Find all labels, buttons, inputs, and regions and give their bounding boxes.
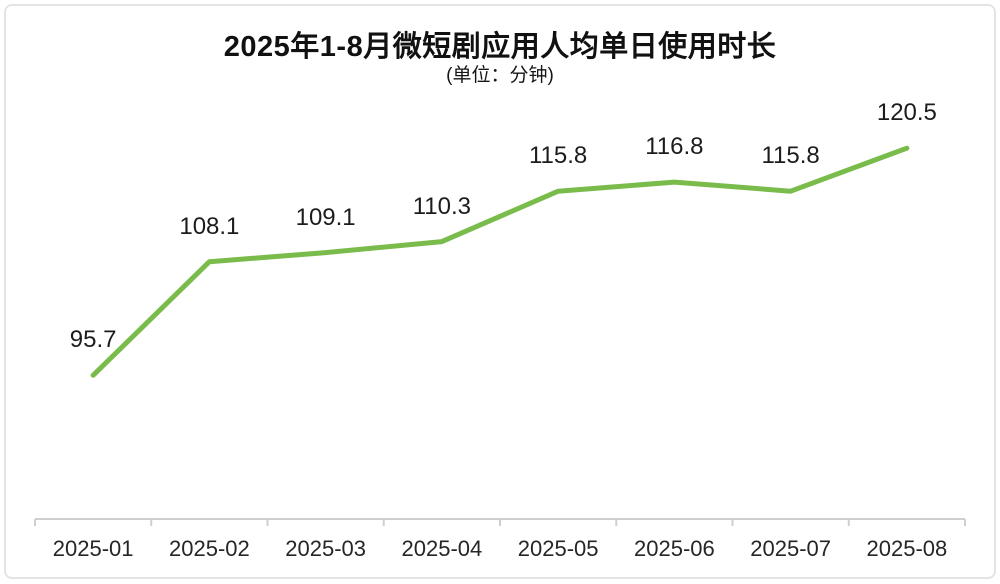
data-point-label: 115.8: [528, 142, 588, 170]
chart-title: 2025年1-8月微短剧应用人均单日使用时长: [223, 31, 777, 63]
x-axis-tick-label: 2025-06: [634, 536, 715, 561]
x-axis-tick-label: 2025-01: [52, 536, 134, 561]
data-point-label: 110.3: [412, 192, 472, 220]
data-point-label: 109.1: [295, 203, 356, 231]
x-axis-tick-label: 2025-05: [517, 536, 599, 561]
chart-subtitle: (单位：分钟): [446, 65, 554, 86]
x-axis-tick-label: 2025-02: [169, 536, 250, 561]
x-axis-tick-label: 2025-03: [285, 536, 366, 561]
data-point-label: 115.8: [761, 142, 820, 170]
data-point-label: 108.1: [179, 212, 240, 240]
data-point-label: 120.5: [876, 99, 937, 127]
x-axis-tick-label: 2025-04: [401, 536, 483, 561]
data-point-label: 95.7: [69, 326, 117, 354]
x-axis-tick-label: 2025-07: [750, 536, 831, 561]
data-point-label: 116.8: [645, 133, 704, 161]
series-line: [90, 145, 910, 378]
x-axis-tick-label: 2025-08: [866, 536, 948, 561]
